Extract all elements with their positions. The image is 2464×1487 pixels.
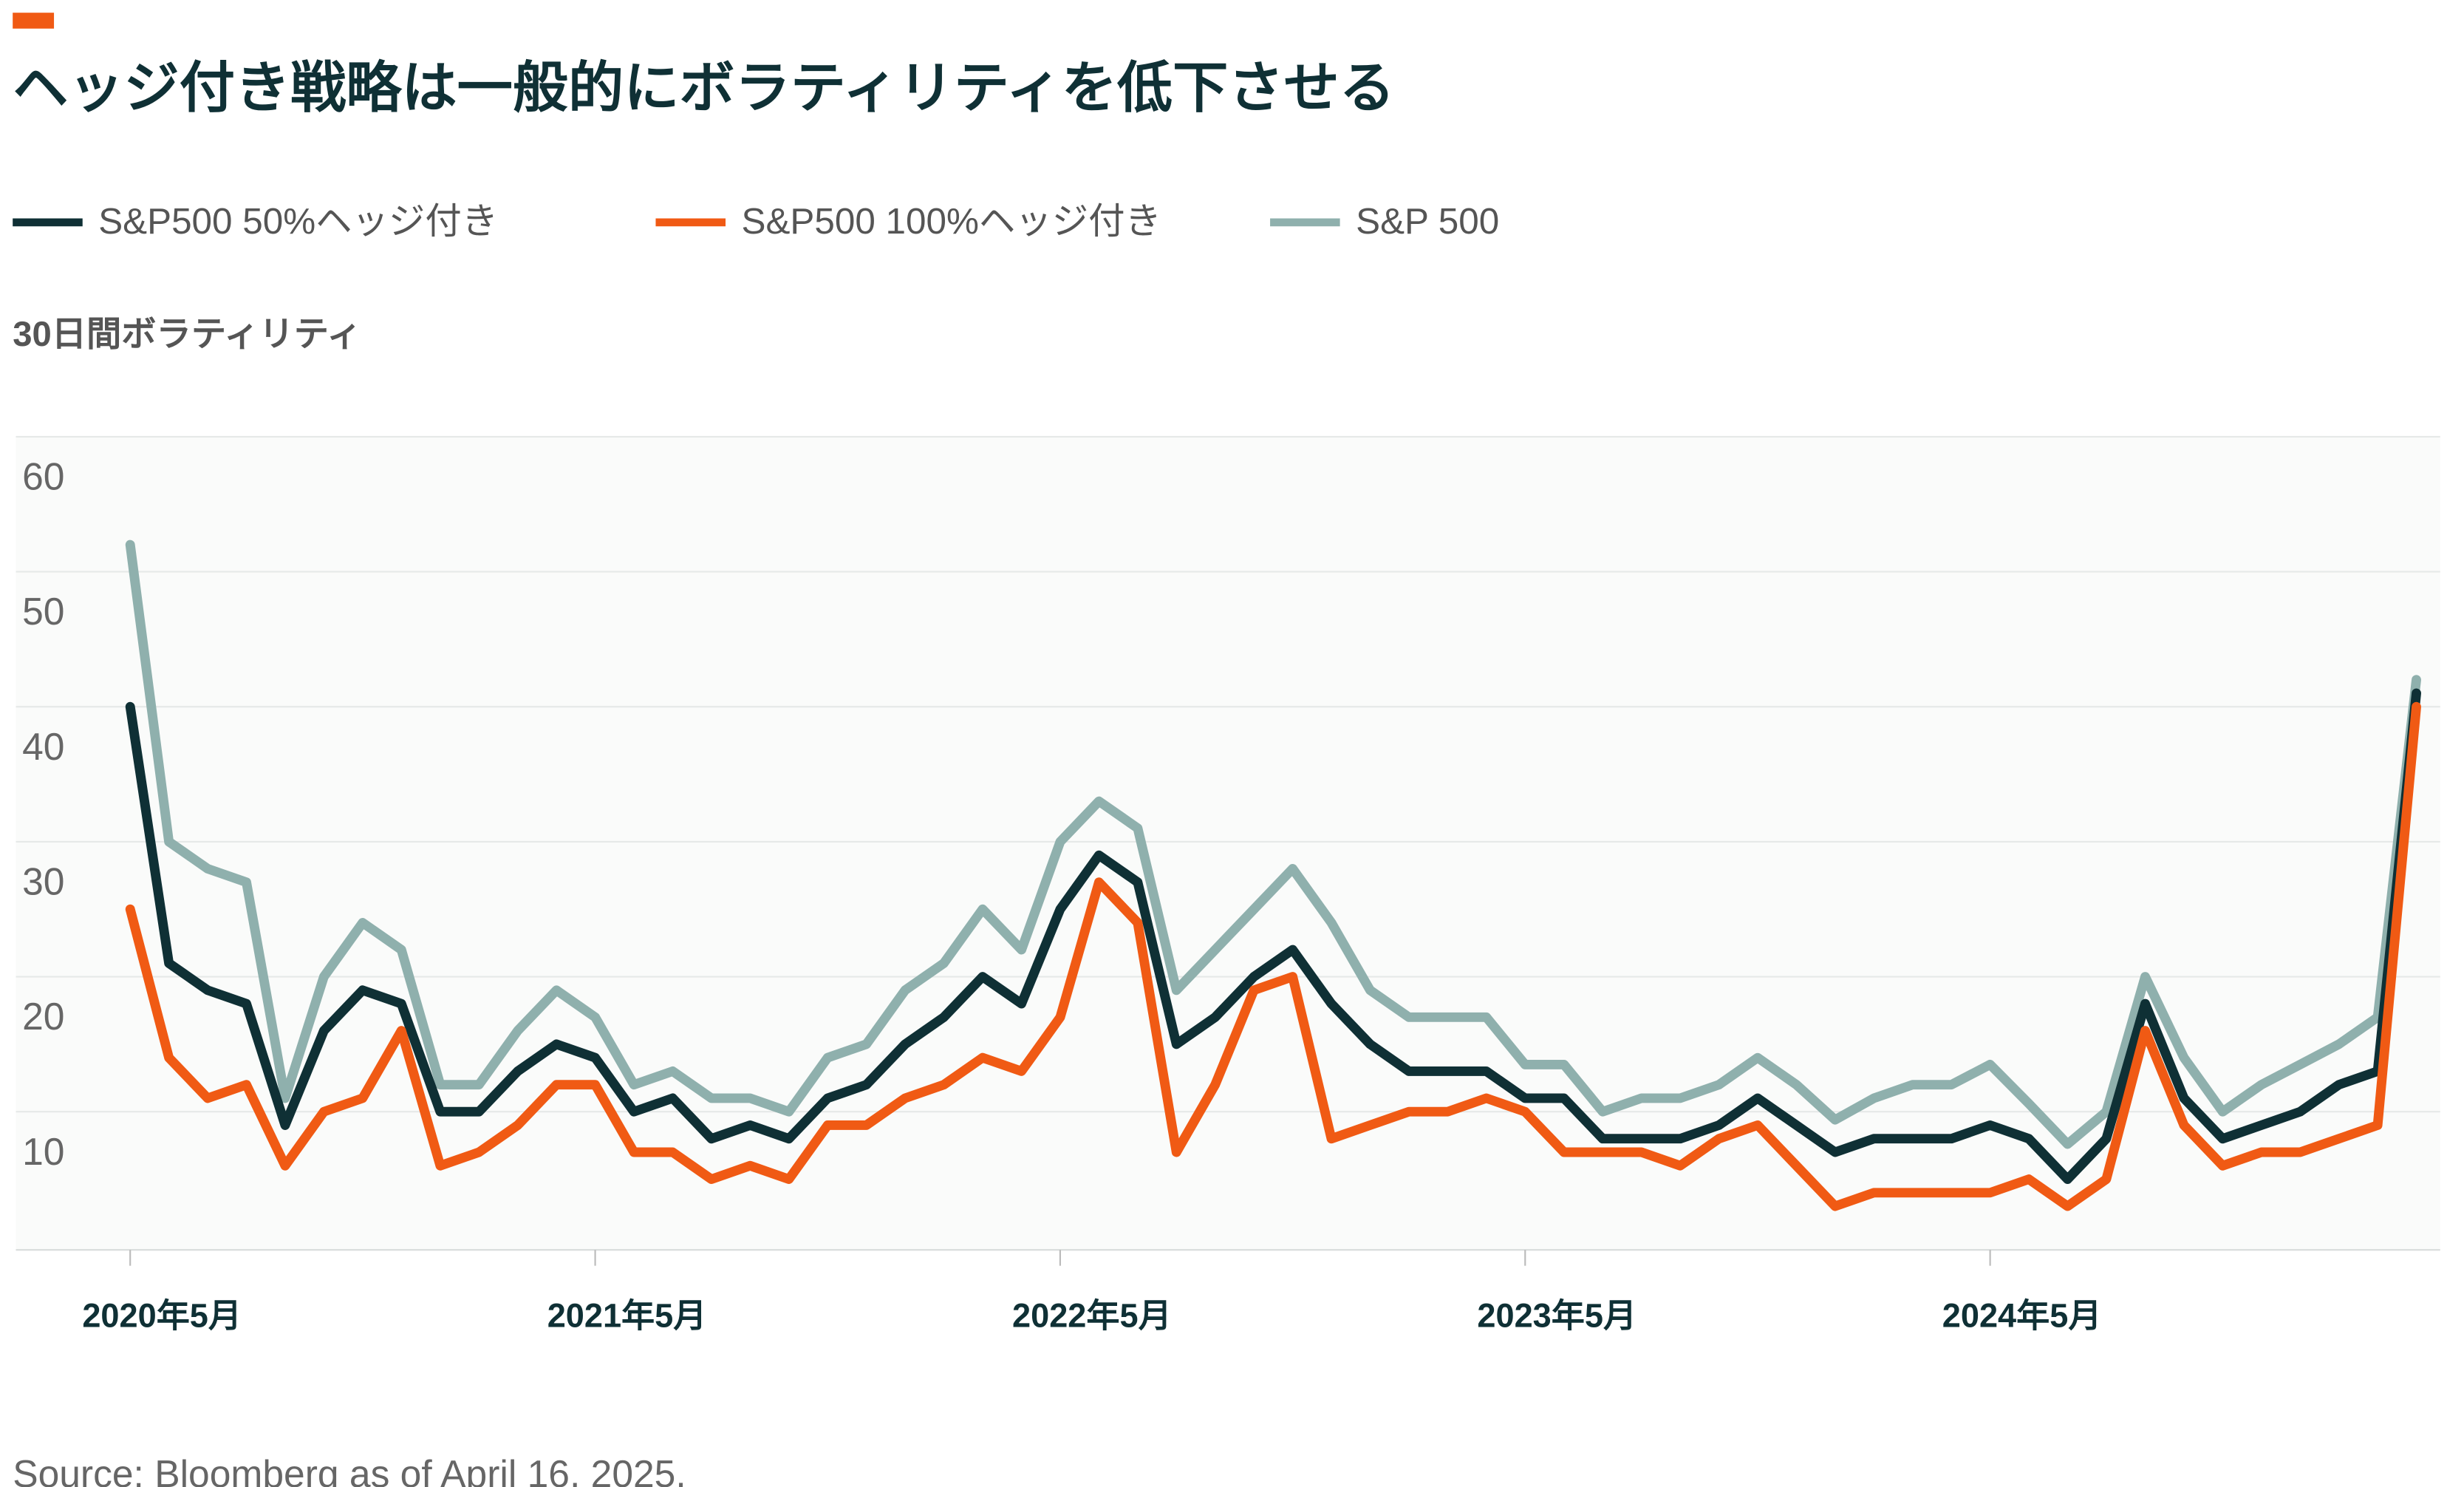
x-tick-label: 2024年5月: [1942, 1296, 2102, 1334]
y-tick-label: 30: [22, 860, 64, 903]
source: Source: Bloomberg as of April 16, 2025.: [13, 1452, 686, 1487]
series-line: [125, 701, 2421, 1211]
legend-label: S&P500 100%ヘッジ付き: [742, 201, 1161, 242]
chart-title: ヘッジ付き戦略は一般的にボラティリティを低下させる: [13, 57, 1395, 119]
legend-label: S&P 500: [1356, 201, 1499, 242]
legend-label: S&P500 50%ヘッジ付き: [98, 201, 498, 242]
y-tick-label: 60: [22, 455, 64, 498]
y-axis-label: 30日間ボラティリティ: [13, 315, 361, 354]
y-tick-label: 20: [22, 995, 64, 1038]
series-line: [125, 688, 2421, 1184]
x-tick-label: 2022年5月: [1012, 1296, 1172, 1334]
y-tick-label: 40: [22, 725, 64, 768]
x-tick-label: 2020年5月: [82, 1296, 242, 1334]
x-tick-label: 2021年5月: [547, 1296, 707, 1334]
series-line: [125, 540, 2421, 1149]
plot-area: [16, 436, 2440, 1250]
accent-bar: [13, 13, 55, 29]
y-tick-label: 10: [22, 1130, 64, 1173]
x-tick-label: 2023年5月: [1477, 1296, 1637, 1334]
y-tick-label: 50: [22, 590, 64, 633]
